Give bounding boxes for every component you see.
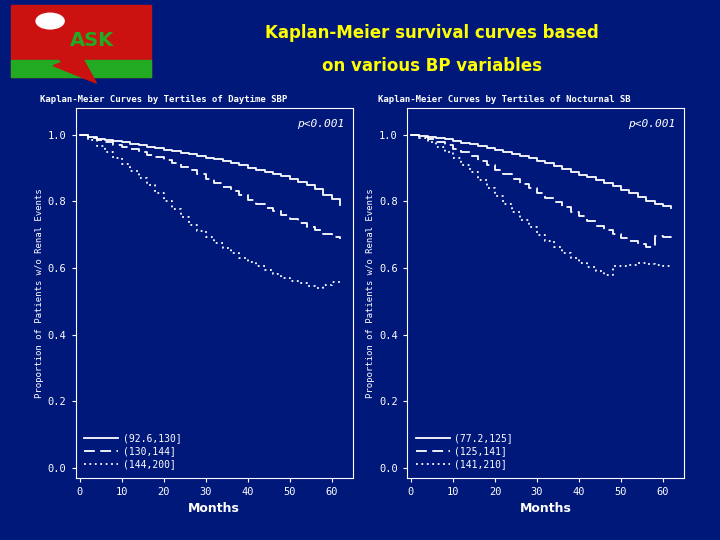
X-axis label: Months: Months xyxy=(188,503,240,516)
Bar xyxy=(11,60,151,77)
Text: ASK: ASK xyxy=(70,31,114,50)
Legend: (77.2,125], (125,141], (141,210]: (77.2,125], (125,141], (141,210] xyxy=(412,429,517,473)
X-axis label: Months: Months xyxy=(519,503,572,516)
Text: Kaplan-Meier survival curves based: Kaplan-Meier survival curves based xyxy=(265,24,599,42)
Circle shape xyxy=(36,13,64,29)
Text: p<0.001: p<0.001 xyxy=(629,119,675,129)
FancyArrow shape xyxy=(27,31,96,83)
Text: Kaplan-Meier Curves by Tertiles of Daytime SBP: Kaplan-Meier Curves by Tertiles of Dayti… xyxy=(40,94,287,104)
Y-axis label: Proportion of Patients w/o Renal Events: Proportion of Patients w/o Renal Events xyxy=(35,188,44,398)
Text: Kaplan-Meier Curves by Tertiles of Nocturnal SB: Kaplan-Meier Curves by Tertiles of Noctu… xyxy=(378,94,631,104)
Text: on various BP variables: on various BP variables xyxy=(322,57,542,75)
Y-axis label: Proportion of Patients w/o Renal Events: Proportion of Patients w/o Renal Events xyxy=(366,188,375,398)
Text: p<0.001: p<0.001 xyxy=(297,119,344,129)
Legend: (92.6,130], (130,144], (144,200]: (92.6,130], (130,144], (144,200] xyxy=(81,429,186,473)
